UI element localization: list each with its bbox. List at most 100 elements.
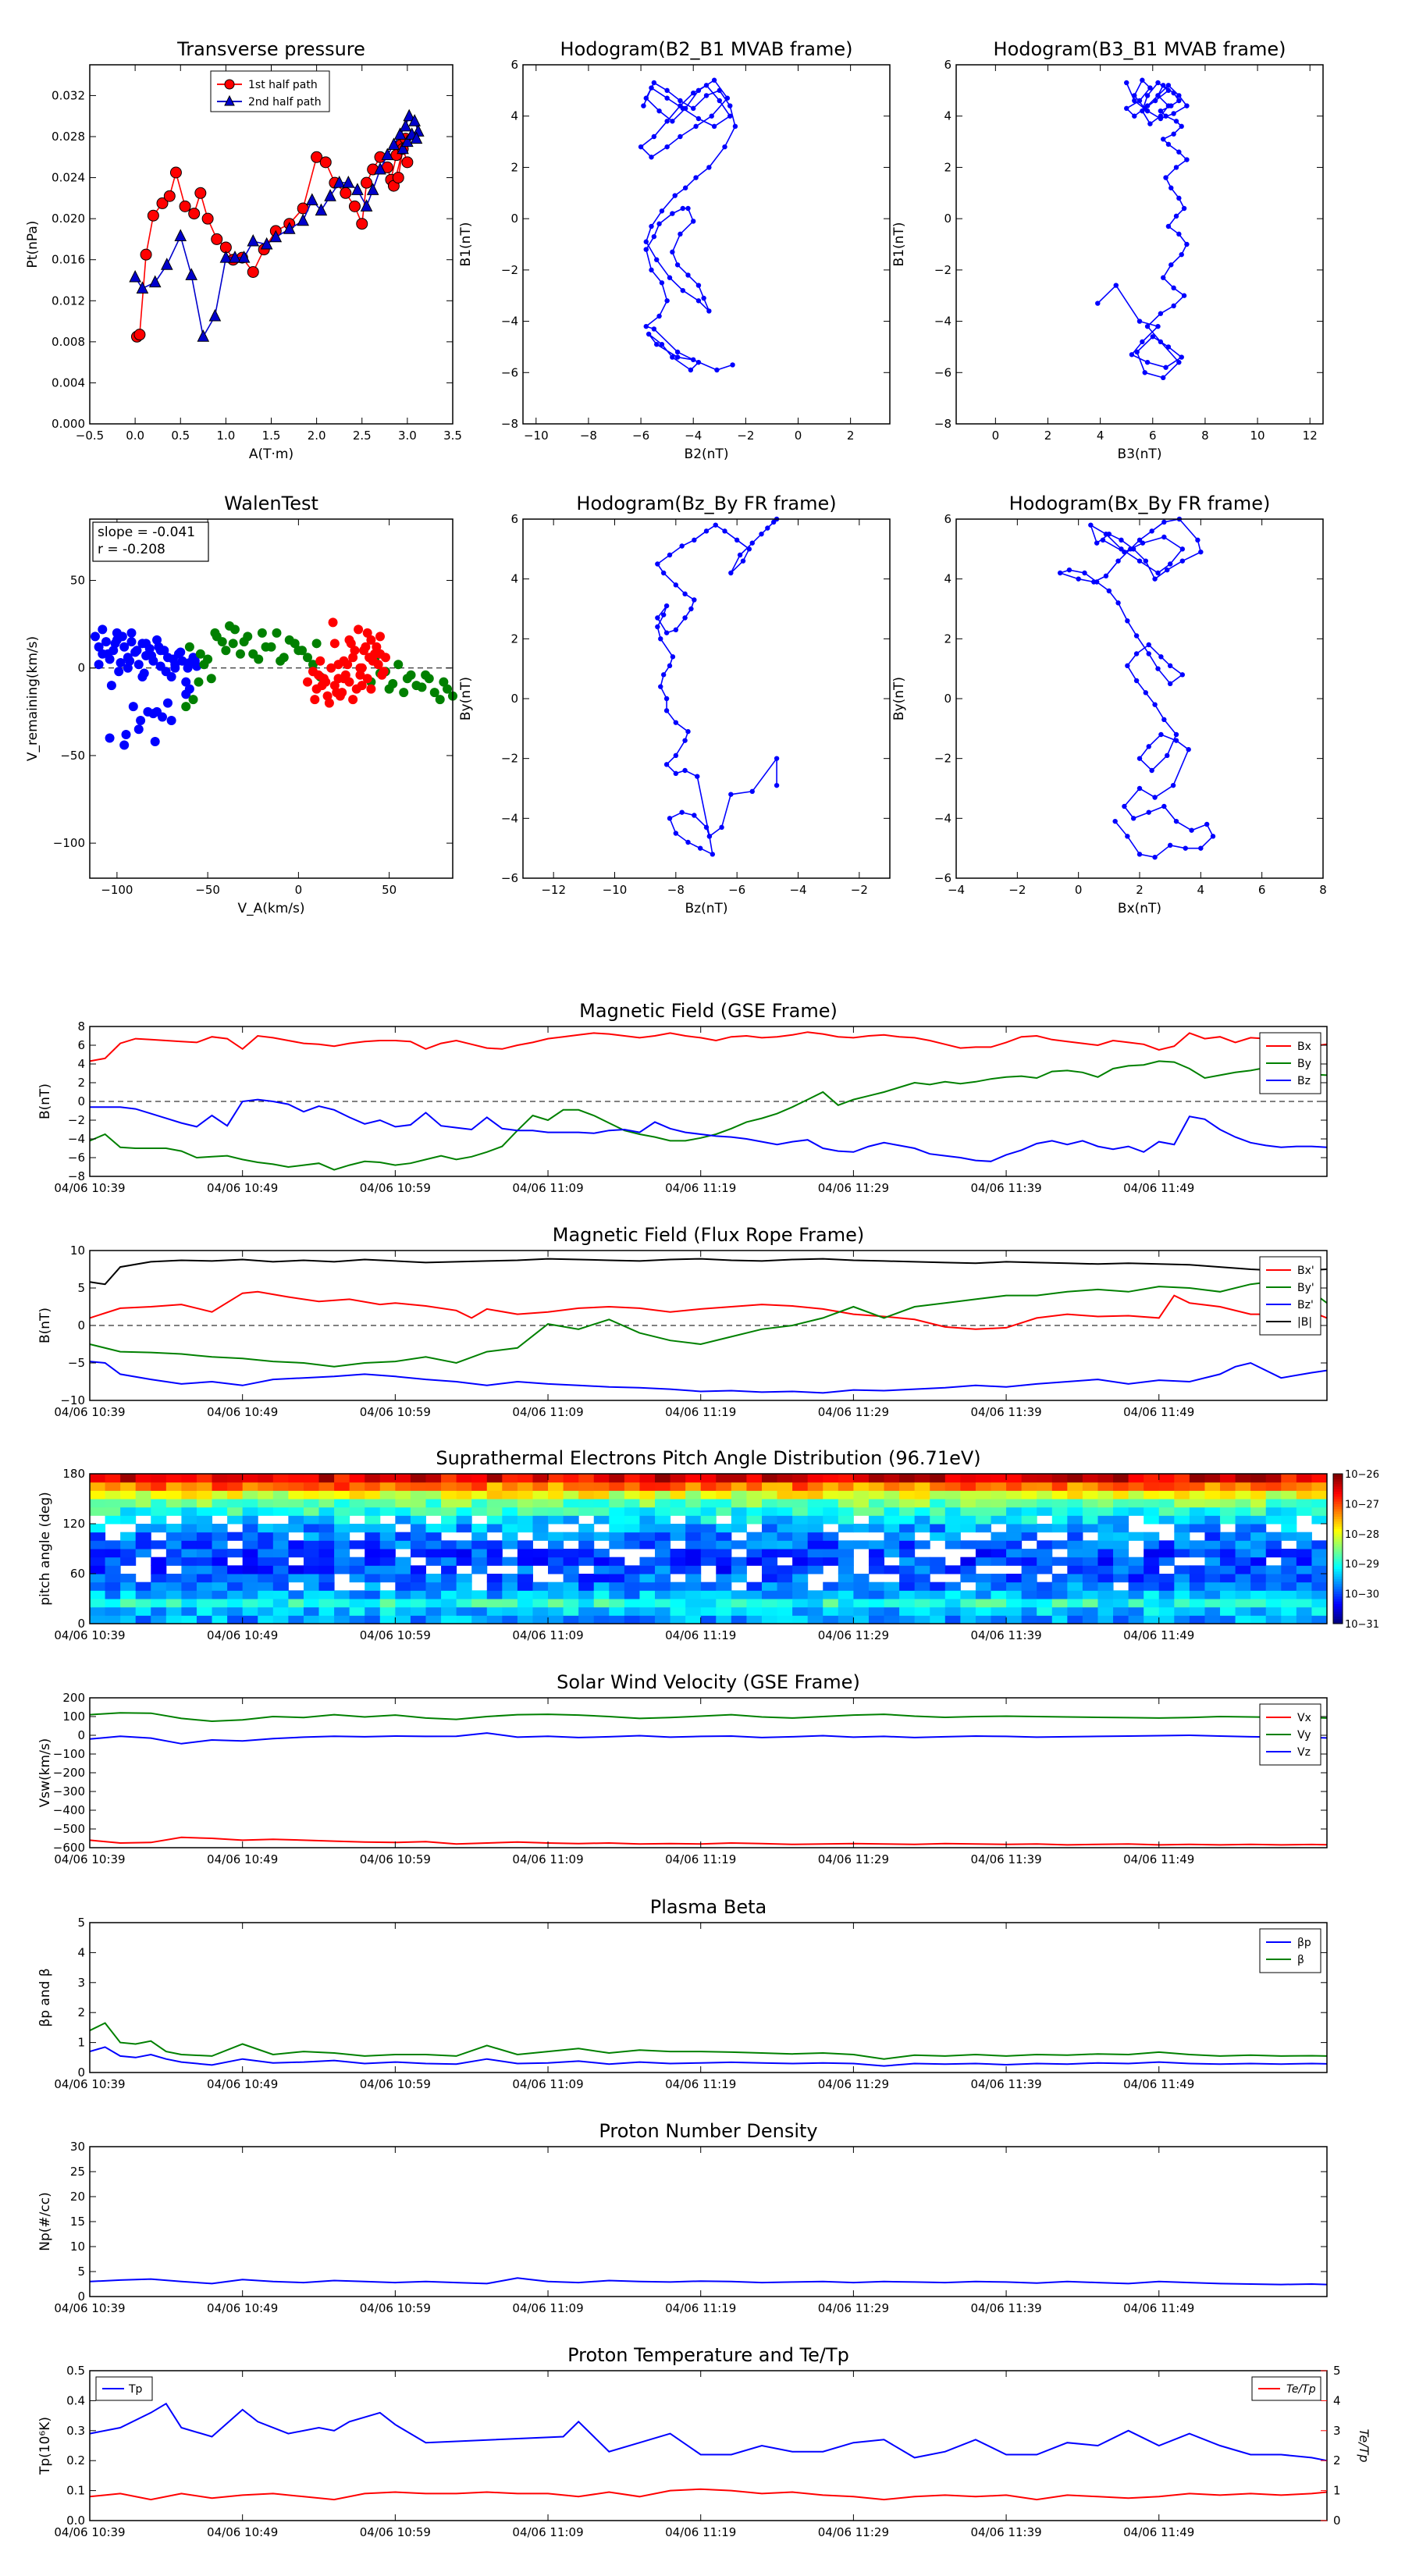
data-point <box>673 753 679 759</box>
heatmap-cell <box>242 1574 258 1583</box>
heatmap-cell <box>1037 1565 1053 1574</box>
data-point <box>746 546 752 552</box>
heatmap-cell <box>746 1474 763 1483</box>
heatmap-cell <box>960 1490 976 1500</box>
heatmap-cell <box>716 1574 732 1583</box>
data-point <box>663 630 670 635</box>
series-line <box>89 1290 1328 1330</box>
heatmap-cell <box>165 1582 182 1591</box>
heatmap-cell <box>914 1606 930 1616</box>
heatmap-cell <box>624 1499 640 1508</box>
heatmap-cell <box>1250 1540 1267 1550</box>
heatmap-cell <box>196 1590 213 1599</box>
data-point <box>308 660 318 670</box>
colorbar-segment <box>1333 1546 1343 1550</box>
data-point <box>208 308 222 322</box>
heatmap-cell <box>242 1557 258 1566</box>
heatmap-cell <box>532 1499 549 1508</box>
heatmap-cell <box>563 1574 579 1583</box>
data-point <box>1155 570 1161 576</box>
heatmap-cell <box>639 1524 656 1533</box>
heatmap-cell <box>700 1532 717 1541</box>
heatmap-cell <box>838 1606 854 1616</box>
heatmap-cell <box>486 1590 503 1599</box>
heatmap-cell <box>532 1490 549 1500</box>
heatmap-cell <box>639 1482 656 1491</box>
heatmap-cell <box>1311 1574 1328 1583</box>
heatmap-cell <box>868 1549 885 1558</box>
heatmap-cell <box>975 1490 992 1500</box>
heatmap-cell <box>624 1524 640 1533</box>
data-point <box>126 637 137 647</box>
heatmap-cell <box>1006 1549 1023 1558</box>
heatmap-cell <box>379 1524 396 1533</box>
heatmap-cell <box>1082 1565 1098 1574</box>
heatmap-cell <box>120 1557 137 1566</box>
data-point <box>1179 546 1186 552</box>
heatmap-cell <box>868 1524 885 1533</box>
data-point <box>297 646 308 656</box>
heatmap-cell <box>1220 1565 1236 1574</box>
heatmap-cell <box>1235 1549 1251 1558</box>
heatmap-cell <box>823 1540 839 1550</box>
data-point <box>333 674 343 684</box>
data-point <box>1165 103 1172 109</box>
colorbar-segment <box>1333 1493 1343 1497</box>
data-point <box>128 702 138 712</box>
heatmap-cell <box>761 1474 778 1483</box>
heatmap-cell <box>502 1574 518 1583</box>
heatmap-cell <box>960 1590 976 1599</box>
x-tick-label: 4 <box>1197 883 1205 897</box>
heatmap-cell <box>212 1574 228 1583</box>
heatmap-cell <box>670 1490 686 1500</box>
heatmap-cell <box>1296 1490 1312 1500</box>
series-0 <box>90 624 202 750</box>
heatmap-cell <box>975 1507 992 1516</box>
heatmap-cell <box>212 1615 228 1624</box>
y-tick-label-right: 5 <box>1333 2364 1341 2378</box>
colorbar-segment <box>1333 1606 1343 1610</box>
heatmap-cell <box>318 1615 335 1624</box>
heatmap-cell <box>1235 1557 1251 1566</box>
heatmap-cell <box>792 1532 809 1541</box>
data-point <box>667 552 673 558</box>
x-tick-label: 0.5 <box>171 429 190 443</box>
data-point <box>1170 782 1176 788</box>
x-tick-label: 04/06 10:39 <box>54 1628 125 1642</box>
data-point <box>656 221 662 226</box>
heatmap-cell <box>334 1490 350 1500</box>
plot-frame <box>89 2370 1328 2521</box>
y-tick-label: −2 <box>501 752 518 766</box>
plot-frame <box>89 1473 1328 1624</box>
heatmap-cell <box>318 1549 335 1558</box>
data-point <box>1136 98 1143 104</box>
heatmap-cell <box>242 1549 258 1558</box>
heatmap-cell <box>823 1507 839 1516</box>
series-line <box>89 2277 1328 2286</box>
series-line <box>1058 518 1214 859</box>
heatmap-cell <box>868 1482 885 1491</box>
heatmap-cell <box>1097 1474 1114 1483</box>
x-tick-label: 04/06 11:09 <box>512 2525 583 2539</box>
heatmap-cell <box>1128 1482 1144 1491</box>
x-tick-label: 04/06 11:39 <box>970 2077 1041 2091</box>
data-point <box>664 119 670 124</box>
data-point <box>1161 275 1166 280</box>
heatmap-cell <box>471 1540 488 1550</box>
heatmap-cell <box>609 1565 625 1574</box>
heatmap-cell <box>1311 1582 1328 1591</box>
data-point <box>1088 522 1094 528</box>
heatmap-cell <box>258 1582 274 1591</box>
heatmap-cell <box>1220 1499 1236 1508</box>
heatmap-cell <box>1296 1590 1312 1599</box>
heatmap-cell <box>930 1599 946 1608</box>
data-point <box>691 219 696 224</box>
heatmap-cell <box>991 1490 1007 1500</box>
heatmap-cell <box>761 1574 778 1583</box>
heatmap-cell <box>471 1499 488 1508</box>
data-point <box>737 552 743 558</box>
heatmap-cell <box>365 1490 381 1500</box>
heatmap-cell <box>1097 1490 1114 1500</box>
heatmap-cell <box>1067 1599 1083 1608</box>
